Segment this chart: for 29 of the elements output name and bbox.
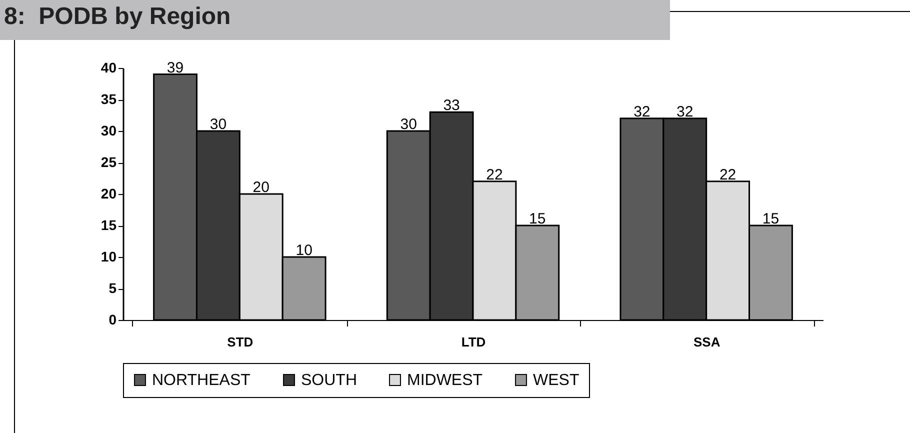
y-tick-label: 35 <box>100 91 117 107</box>
y-tick-label: 5 <box>108 280 117 296</box>
data-label: 22 <box>719 166 736 184</box>
x-tick-label: STD <box>227 334 254 350</box>
legend-label: NORTHEAST <box>152 372 251 389</box>
data-label: 20 <box>252 179 270 196</box>
y-tick-label: 20 <box>100 186 117 202</box>
y-tick-label: 10 <box>100 248 117 264</box>
legend-label: WEST <box>533 372 580 389</box>
chart-title: 8: PODB by Region <box>0 0 670 40</box>
y-tick-label: 25 <box>100 154 117 170</box>
data-label: 32 <box>676 103 694 120</box>
data-label: 39 <box>166 59 184 76</box>
data-label: 33 <box>443 97 460 114</box>
data-label: 32 <box>634 103 650 120</box>
y-tick-label: 15 <box>100 217 117 233</box>
data-label: 22 <box>486 166 503 184</box>
x-tick-label: LTD <box>461 334 486 350</box>
x-tick-label: SSA <box>693 334 721 350</box>
data-label: 10 <box>296 242 312 259</box>
data-label: 30 <box>210 116 227 133</box>
legend-label: SOUTH <box>301 372 357 389</box>
y-tick-label: 0 <box>108 312 117 328</box>
data-label: 15 <box>529 210 546 228</box>
y-tick-label: 40 <box>100 60 117 76</box>
legend-label: MIDWEST <box>407 372 483 389</box>
data-label: 30 <box>400 116 417 133</box>
y-tick-label: 30 <box>100 122 117 138</box>
data-label: 15 <box>762 210 780 228</box>
